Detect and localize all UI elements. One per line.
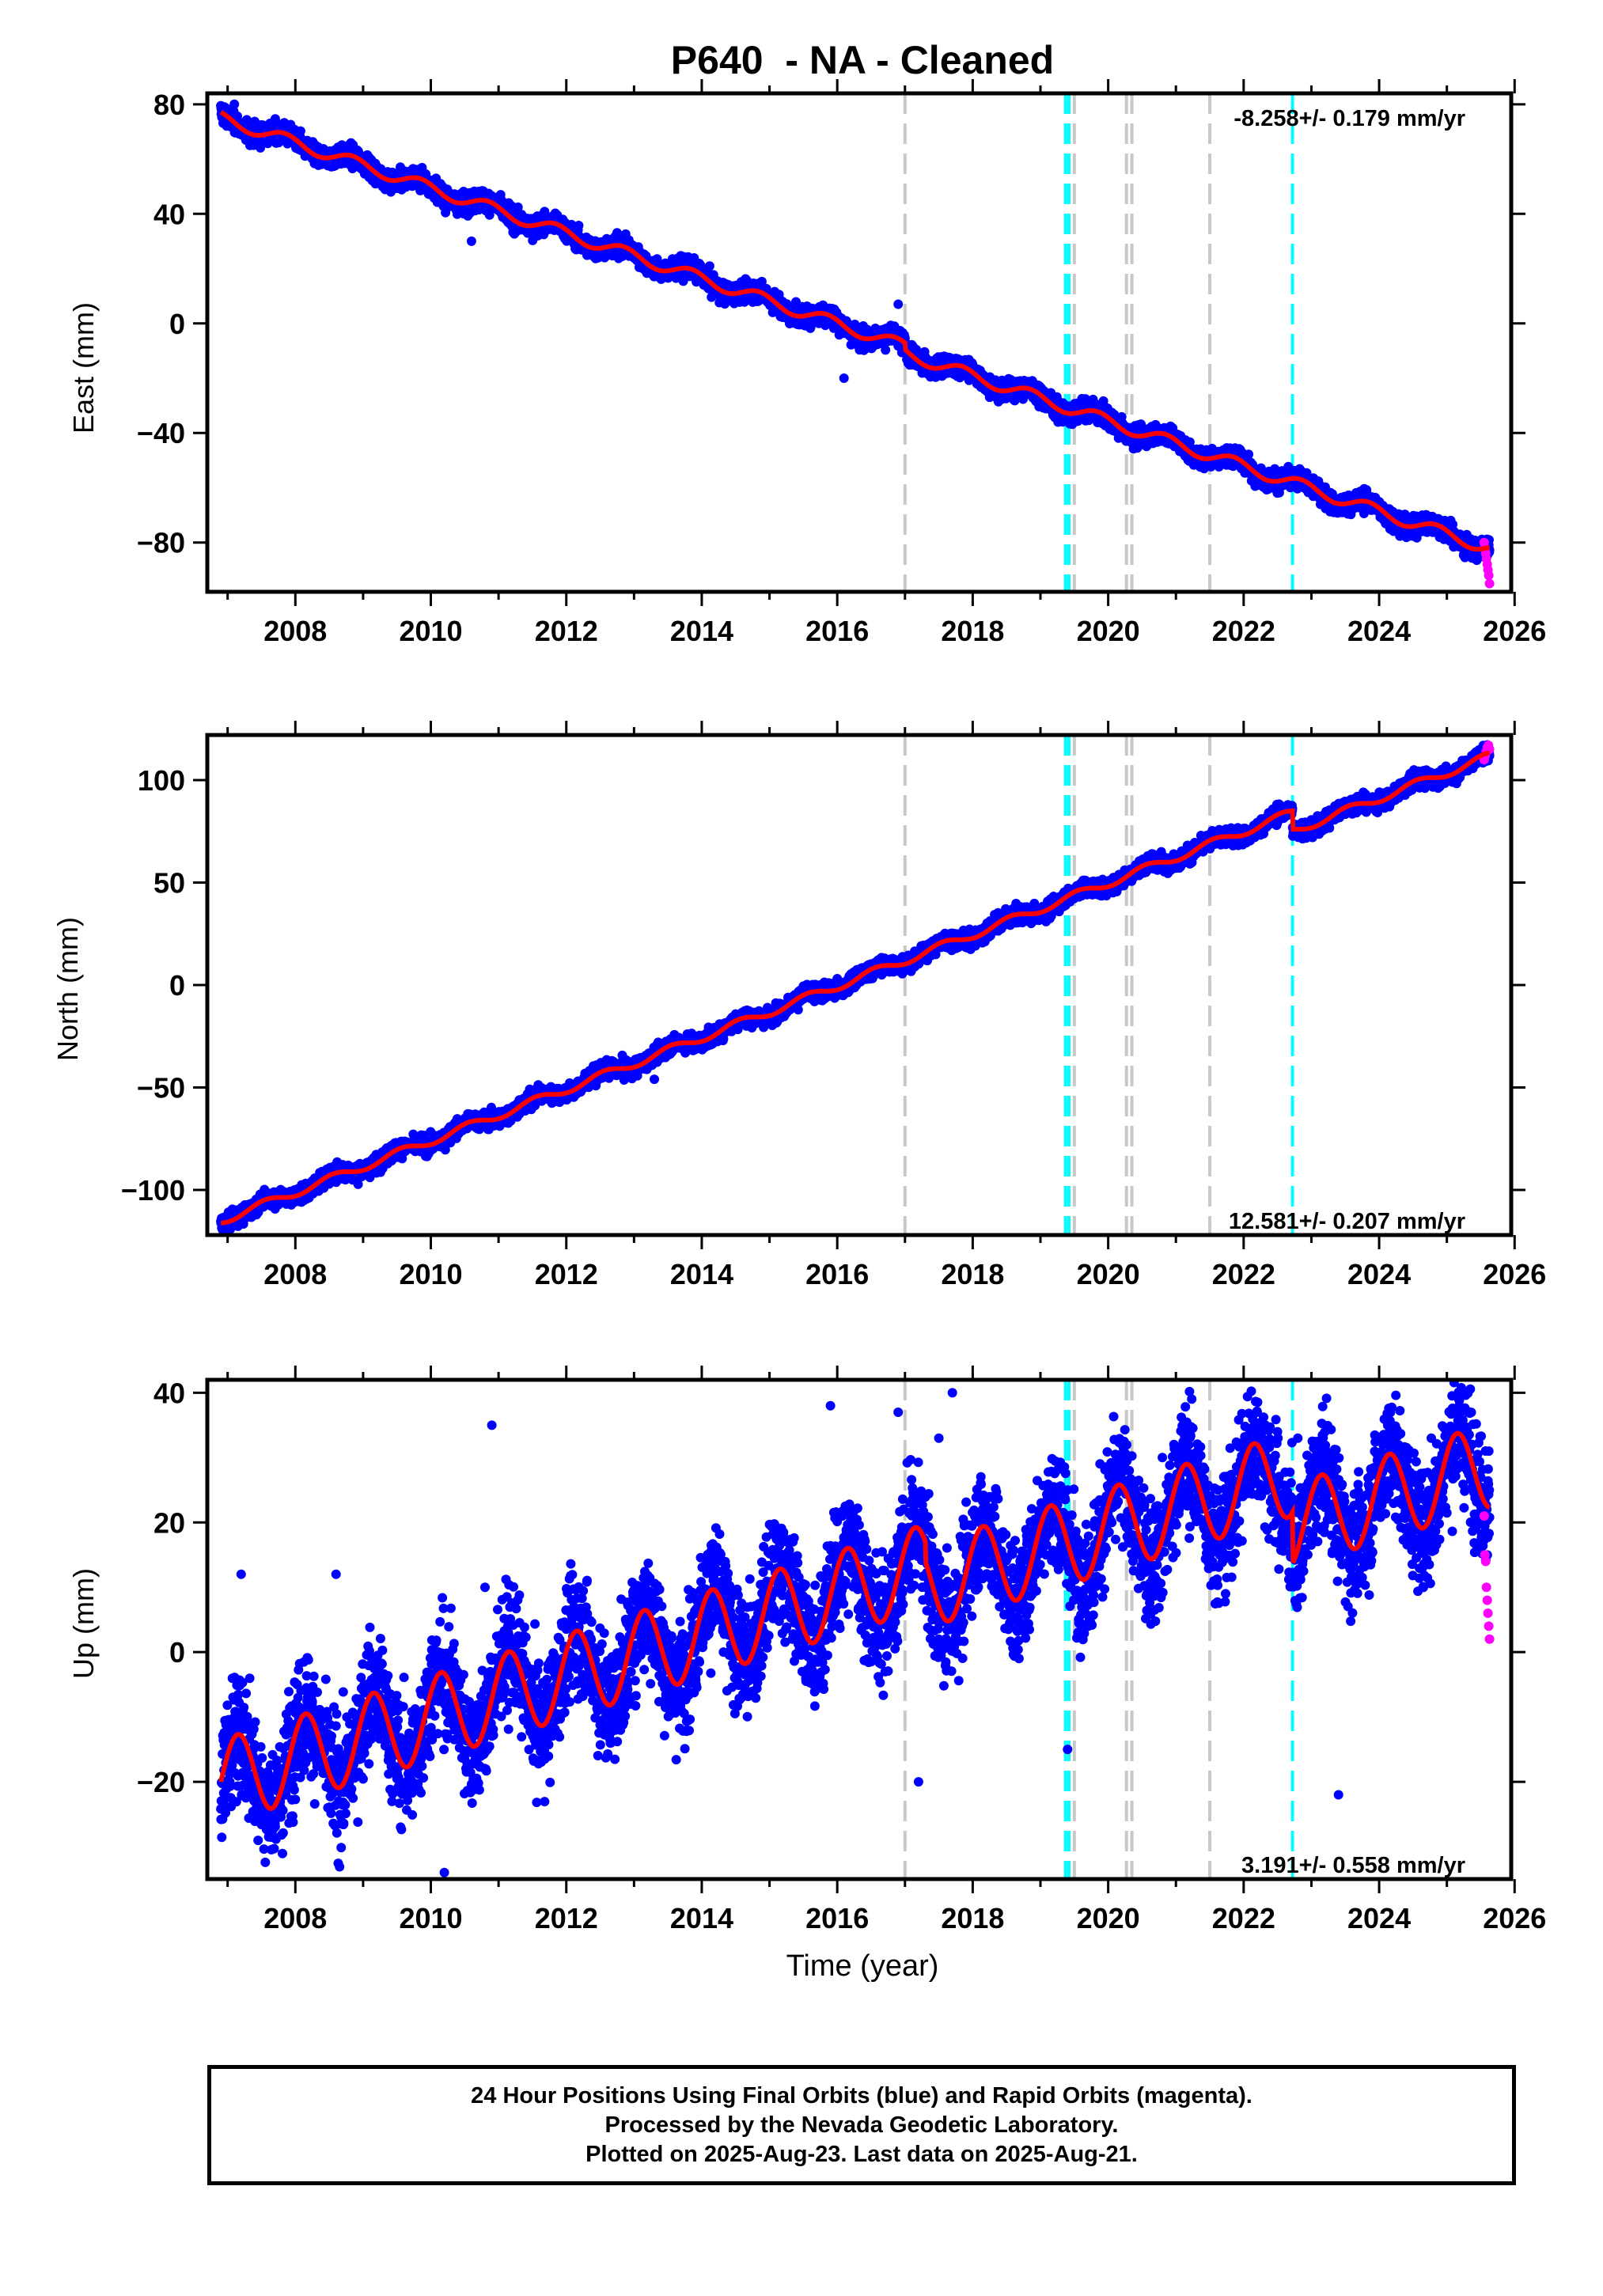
data-point — [295, 126, 305, 136]
data-point — [704, 261, 714, 271]
data-point — [574, 221, 584, 230]
data-point — [1244, 449, 1254, 460]
figure-title: P640 - NA - Cleaned — [671, 38, 1054, 82]
data-point — [881, 345, 891, 355]
east-panel: 2008 2010 2012 2014 2016 2018 2020 2022 2024 2026… — [67, 79, 1546, 647]
data-point — [513, 202, 523, 212]
